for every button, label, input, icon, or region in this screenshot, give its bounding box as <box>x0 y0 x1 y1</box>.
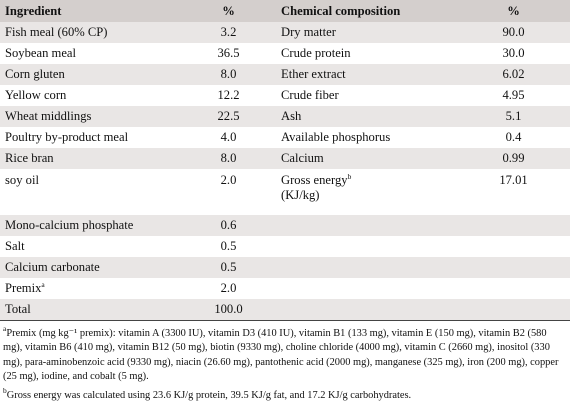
chemical-name: Ash <box>275 106 457 127</box>
chemical-percent: 6.02 <box>457 64 570 85</box>
chemical-name: Crude fiber <box>281 88 339 102</box>
ingredient-name: Rice bran <box>0 148 182 169</box>
ingredient-percent: 100.0 <box>182 299 275 321</box>
table-row: Calcium carbonate 0.5 <box>0 257 570 278</box>
chemical-unit: (KJ/kg) <box>281 188 320 202</box>
chemical-percent: 5.1 <box>457 106 570 127</box>
ingredient-name: Mono-calcium phosphate <box>0 215 182 236</box>
chemical-name <box>275 257 457 278</box>
ingredient-name: Poultry by-product meal <box>5 130 129 144</box>
table-row: soy oil 2.0 Gross energyb (KJ/kg) 17.01 <box>0 169 570 215</box>
chemical-percent: 90.0 <box>457 22 570 43</box>
chemical-percent <box>457 299 570 321</box>
ingredient-percent: 36.5 <box>217 46 240 60</box>
footnote-premix: aPremix (mg kg⁻¹ premix): vitamin A (330… <box>3 324 566 384</box>
ingredient-percent: 4.0 <box>220 130 237 144</box>
chemical-composition-header: Chemical composition <box>275 0 457 22</box>
table-row: Salt 0.5 <box>0 236 570 257</box>
ingredient-name: Wheat middlings <box>0 106 182 127</box>
ingredient-name: Calcium carbonate <box>0 257 182 278</box>
chemical-percent: 4.95 <box>502 88 525 102</box>
ingredient-name: Salt <box>5 239 25 253</box>
footnote-gross-energy-text: Gross energy was calculated using 23.6 K… <box>6 390 412 402</box>
ingredient-name: Premix <box>5 281 42 295</box>
chemical-name <box>275 236 457 257</box>
ingredient-name: Fish meal (60% CP) <box>0 22 182 43</box>
chemical-name: Gross energy <box>281 173 348 187</box>
table-row: Wheat middlings 22.5 Ash 5.1 <box>0 106 570 127</box>
table-row: Poultry by-product meal 4.0 Available ph… <box>0 127 570 148</box>
ingredient-percent: 2.0 <box>220 173 237 187</box>
footnote-marker-a: a <box>41 280 45 289</box>
total-row: Total 100.0 <box>0 299 570 321</box>
footnote-marker-b: b <box>347 172 352 181</box>
table-row: Premixa 2.0 <box>0 278 570 299</box>
footnote-marker-a: a <box>3 324 7 333</box>
footnote-marker-b: b <box>3 386 7 396</box>
chemical-name: Calcium <box>275 148 457 169</box>
chemical-name: Crude protein <box>281 46 351 60</box>
ingredient-percent: 0.5 <box>220 239 237 253</box>
ingredient-percent: 0.5 <box>182 257 275 278</box>
chemical-percent: 17.01 <box>499 173 528 187</box>
ingredient-percent: 2.0 <box>220 281 237 295</box>
table-row: Fish meal (60% CP) 3.2 Dry matter 90.0 <box>0 22 570 43</box>
ingredient-percent: 12.2 <box>217 88 240 102</box>
chemical-name <box>275 278 457 299</box>
table-row: Rice bran 8.0 Calcium 0.99 <box>0 148 570 169</box>
chemical-name: Dry matter <box>275 22 457 43</box>
ingredient-name: Corn gluten <box>0 64 182 85</box>
table-row: Yellow corn 12.2 Crude fiber 4.95 <box>0 85 570 106</box>
chemical-percent: 0.99 <box>457 148 570 169</box>
chemical-percent <box>457 236 570 257</box>
chemical-name: Ether extract <box>275 64 457 85</box>
ingredient-name: Yellow corn <box>5 88 67 102</box>
footnote-gross-energy: bGross energy was calculated using 23.6 … <box>3 386 566 403</box>
diet-composition-table: Ingredient % Chemical composition % Fish… <box>0 0 570 321</box>
chemical-percent <box>457 215 570 236</box>
chemical-name: Available phosphorus <box>281 130 391 144</box>
footnote-premix-text: Premix (mg kg⁻¹ premix): vitamin A (3300… <box>3 328 559 382</box>
table-row: Soybean meal 36.5 Crude protein 30.0 <box>0 43 570 64</box>
ingredient-name: Total <box>0 299 182 321</box>
ingredient-name-cell: Premixa <box>0 278 182 299</box>
ingredient-percent: 8.0 <box>182 64 275 85</box>
ingredient-percent: 8.0 <box>182 148 275 169</box>
table-row: Mono-calcium phosphate 0.6 <box>0 215 570 236</box>
header-row: Ingredient % Chemical composition % <box>0 0 570 22</box>
chemical-name <box>275 215 457 236</box>
ingredient-percent-header: % <box>182 0 275 22</box>
chemical-percent: 0.4 <box>505 130 522 144</box>
chemical-percent: 30.0 <box>502 46 525 60</box>
ingredient-percent: 0.6 <box>182 215 275 236</box>
chemical-percent-header: % <box>457 0 570 22</box>
ingredient-percent: 22.5 <box>182 106 275 127</box>
chemical-name-cell: Gross energyb (KJ/kg) <box>275 169 457 215</box>
chemical-name <box>275 299 457 321</box>
table-footnotes: aPremix (mg kg⁻¹ premix): vitamin A (330… <box>0 321 570 403</box>
chemical-percent <box>457 278 570 299</box>
ingredient-percent: 3.2 <box>182 22 275 43</box>
chemical-percent <box>457 257 570 278</box>
ingredient-name: soy oil <box>5 173 39 187</box>
ingredient-name: Soybean meal <box>5 46 76 60</box>
table-row: Corn gluten 8.0 Ether extract 6.02 <box>0 64 570 85</box>
ingredient-header: Ingredient <box>0 0 182 22</box>
